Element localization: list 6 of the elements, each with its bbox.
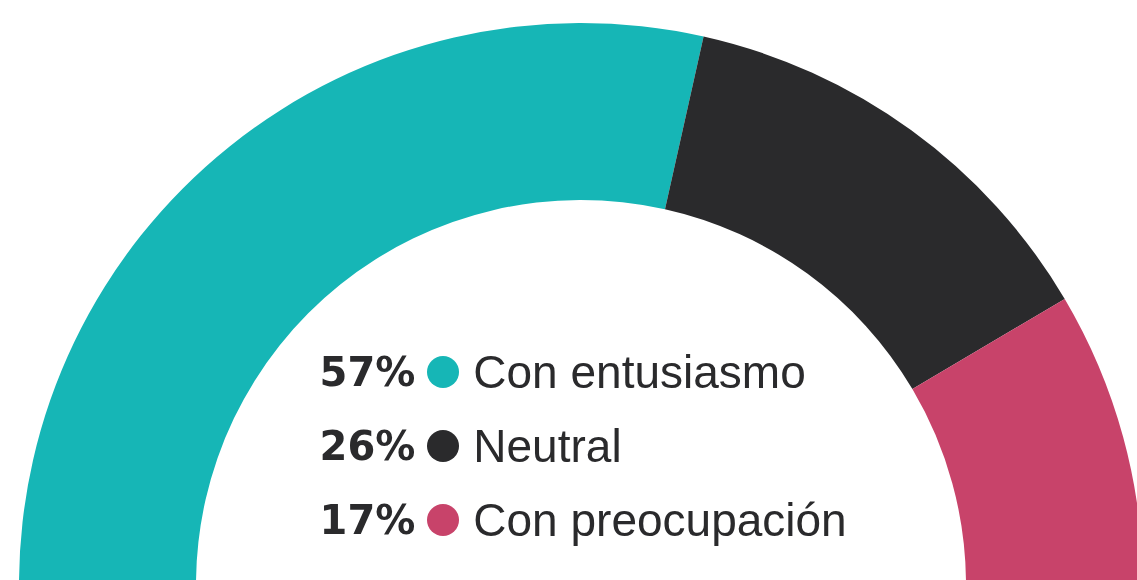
data-label: 26% [318,423,416,469]
data-label: 17% [318,497,416,543]
data-label: 57% [318,349,416,395]
legend-label: Con entusiasmo [473,345,806,399]
legend-label: Con preocupación [473,493,847,547]
legend-label: Neutral [473,419,622,473]
